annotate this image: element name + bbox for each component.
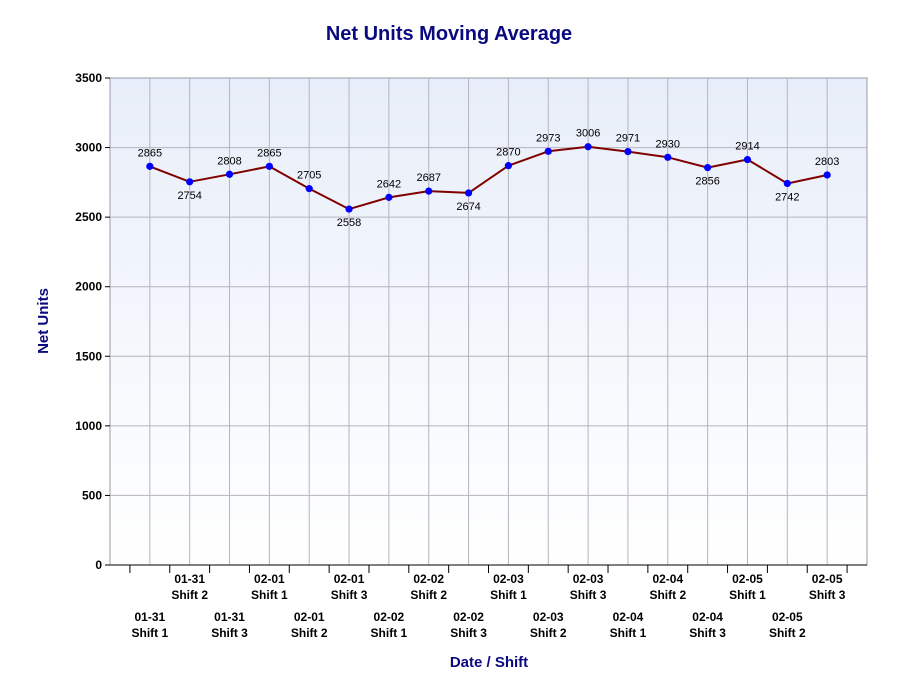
data-labels: 2865 2754 2808 2865 2705 2558 2642 2687 2674 2870…: [138, 128, 840, 229]
x-tick-label-shift: Shift 2: [410, 588, 447, 602]
x-tick-label-shift: Shift 1: [729, 588, 766, 602]
data-label: 2930: [656, 138, 680, 150]
x-tick-label-date: 02-01: [334, 572, 365, 586]
x-tick-label-date: 02-03: [573, 572, 604, 586]
data-point: [544, 147, 552, 155]
chart-title: Net Units Moving Average: [326, 23, 572, 45]
x-tick-label-shift: Shift 2: [649, 588, 686, 602]
x-tick-label-shift: Shift 1: [371, 626, 408, 640]
x-tick-label-shift: Shift 3: [211, 626, 248, 640]
data-label: 2971: [616, 133, 640, 145]
x-tick-label-shift: Shift 3: [570, 588, 607, 602]
x-tick-label-date: 01-31: [174, 572, 205, 586]
data-label: 2687: [416, 172, 440, 184]
data-label: 2642: [377, 178, 401, 190]
data-label: 2558: [337, 217, 361, 229]
data-point: [265, 162, 273, 170]
data-point: [186, 178, 194, 186]
x-tick-label-shift: Shift 2: [171, 588, 208, 602]
data-label: 2865: [138, 147, 162, 159]
plot-area: [109, 77, 868, 566]
y-tick-label: 2000: [75, 280, 102, 294]
data-label: 2754: [177, 190, 201, 202]
data-label: 2808: [217, 155, 241, 167]
y-tick-label: 3500: [75, 71, 102, 85]
data-point: [146, 162, 154, 170]
x-tick-label-date: 02-04: [692, 610, 723, 624]
data-label: 2865: [257, 147, 281, 159]
x-tick-label-date: 02-03: [493, 572, 524, 586]
data-label: 2803: [815, 156, 839, 168]
x-tick-label-shift: Shift 2: [530, 626, 567, 640]
y-axis-ticks: 0 500 1000 1500 2000 2500 3000 3500: [75, 71, 110, 572]
x-tick-label-shift: Shift 1: [490, 588, 527, 602]
data-point: [225, 170, 234, 178]
data-point: [624, 148, 632, 156]
y-tick-label: 0: [95, 558, 102, 572]
y-axis-title: Net Units: [35, 288, 52, 354]
data-point: [823, 171, 831, 179]
x-tick-label-date: 02-01: [294, 610, 325, 624]
data-point: [425, 187, 433, 195]
series-net-units: [146, 143, 831, 213]
x-tick-label-date: 01-31: [134, 610, 165, 624]
series-line: [149, 145, 828, 211]
x-tick-label-date: 02-02: [453, 610, 484, 624]
data-point: [305, 185, 313, 193]
y-tick-label: 3000: [75, 141, 102, 155]
data-point: [584, 143, 592, 151]
data-point: [345, 205, 353, 213]
data-point: [743, 155, 752, 164]
x-tick-label-shift: Shift 2: [769, 626, 806, 640]
data-point: [704, 164, 712, 172]
x-tick-label-shift: Shift 3: [450, 626, 487, 640]
x-tick-label-date: 02-01: [254, 572, 285, 586]
gridlines: [110, 78, 867, 565]
data-point: [504, 162, 513, 170]
y-tick-label: 500: [82, 488, 102, 502]
data-label: 2973: [536, 132, 560, 144]
data-label: 2705: [297, 170, 321, 182]
x-tick-label-date: 02-05: [732, 572, 763, 586]
y-tick-label: 1500: [75, 349, 102, 363]
data-label: 2674: [456, 201, 480, 213]
x-tick-label-date: 01-31: [214, 610, 245, 624]
x-tick-label-shift: Shift 1: [132, 626, 169, 640]
data-point: [783, 179, 791, 188]
data-label: 2742: [775, 191, 799, 203]
x-tick-label-date: 02-04: [613, 610, 644, 624]
data-label: 3006: [576, 128, 600, 140]
x-tick-label-shift: Shift 1: [610, 626, 647, 640]
x-tick-label-shift: Shift 2: [291, 626, 328, 640]
x-tick-label-date: 02-04: [652, 572, 683, 586]
x-tick-label-date: 02-05: [812, 572, 843, 586]
y-tick-label: 2500: [75, 210, 102, 224]
data-label: 2914: [735, 141, 759, 153]
x-tick-label-shift: Shift 1: [251, 588, 288, 602]
x-tick-label-date: 02-02: [374, 610, 405, 624]
x-tick-label-date: 02-03: [533, 610, 564, 624]
x-tick-label-date: 02-02: [413, 572, 444, 586]
x-tick-label-shift: Shift 3: [331, 588, 368, 602]
data-label: 2856: [695, 176, 719, 188]
x-axis-title: Date / Shift: [450, 654, 528, 671]
x-axis-ticks: 01-31 Shift 1 01-31 Shift 2 01-31 Shift 3 02-0…: [110, 564, 867, 640]
x-tick-label-date: 02-05: [772, 610, 803, 624]
y-tick-label: 1000: [75, 419, 102, 433]
x-tick-label-shift: Shift 3: [809, 588, 846, 602]
data-label: 2870: [496, 147, 520, 159]
x-tick-label-shift: Shift 3: [689, 626, 726, 640]
data-point: [664, 153, 672, 161]
data-point: [385, 193, 393, 201]
data-point: [464, 189, 473, 197]
